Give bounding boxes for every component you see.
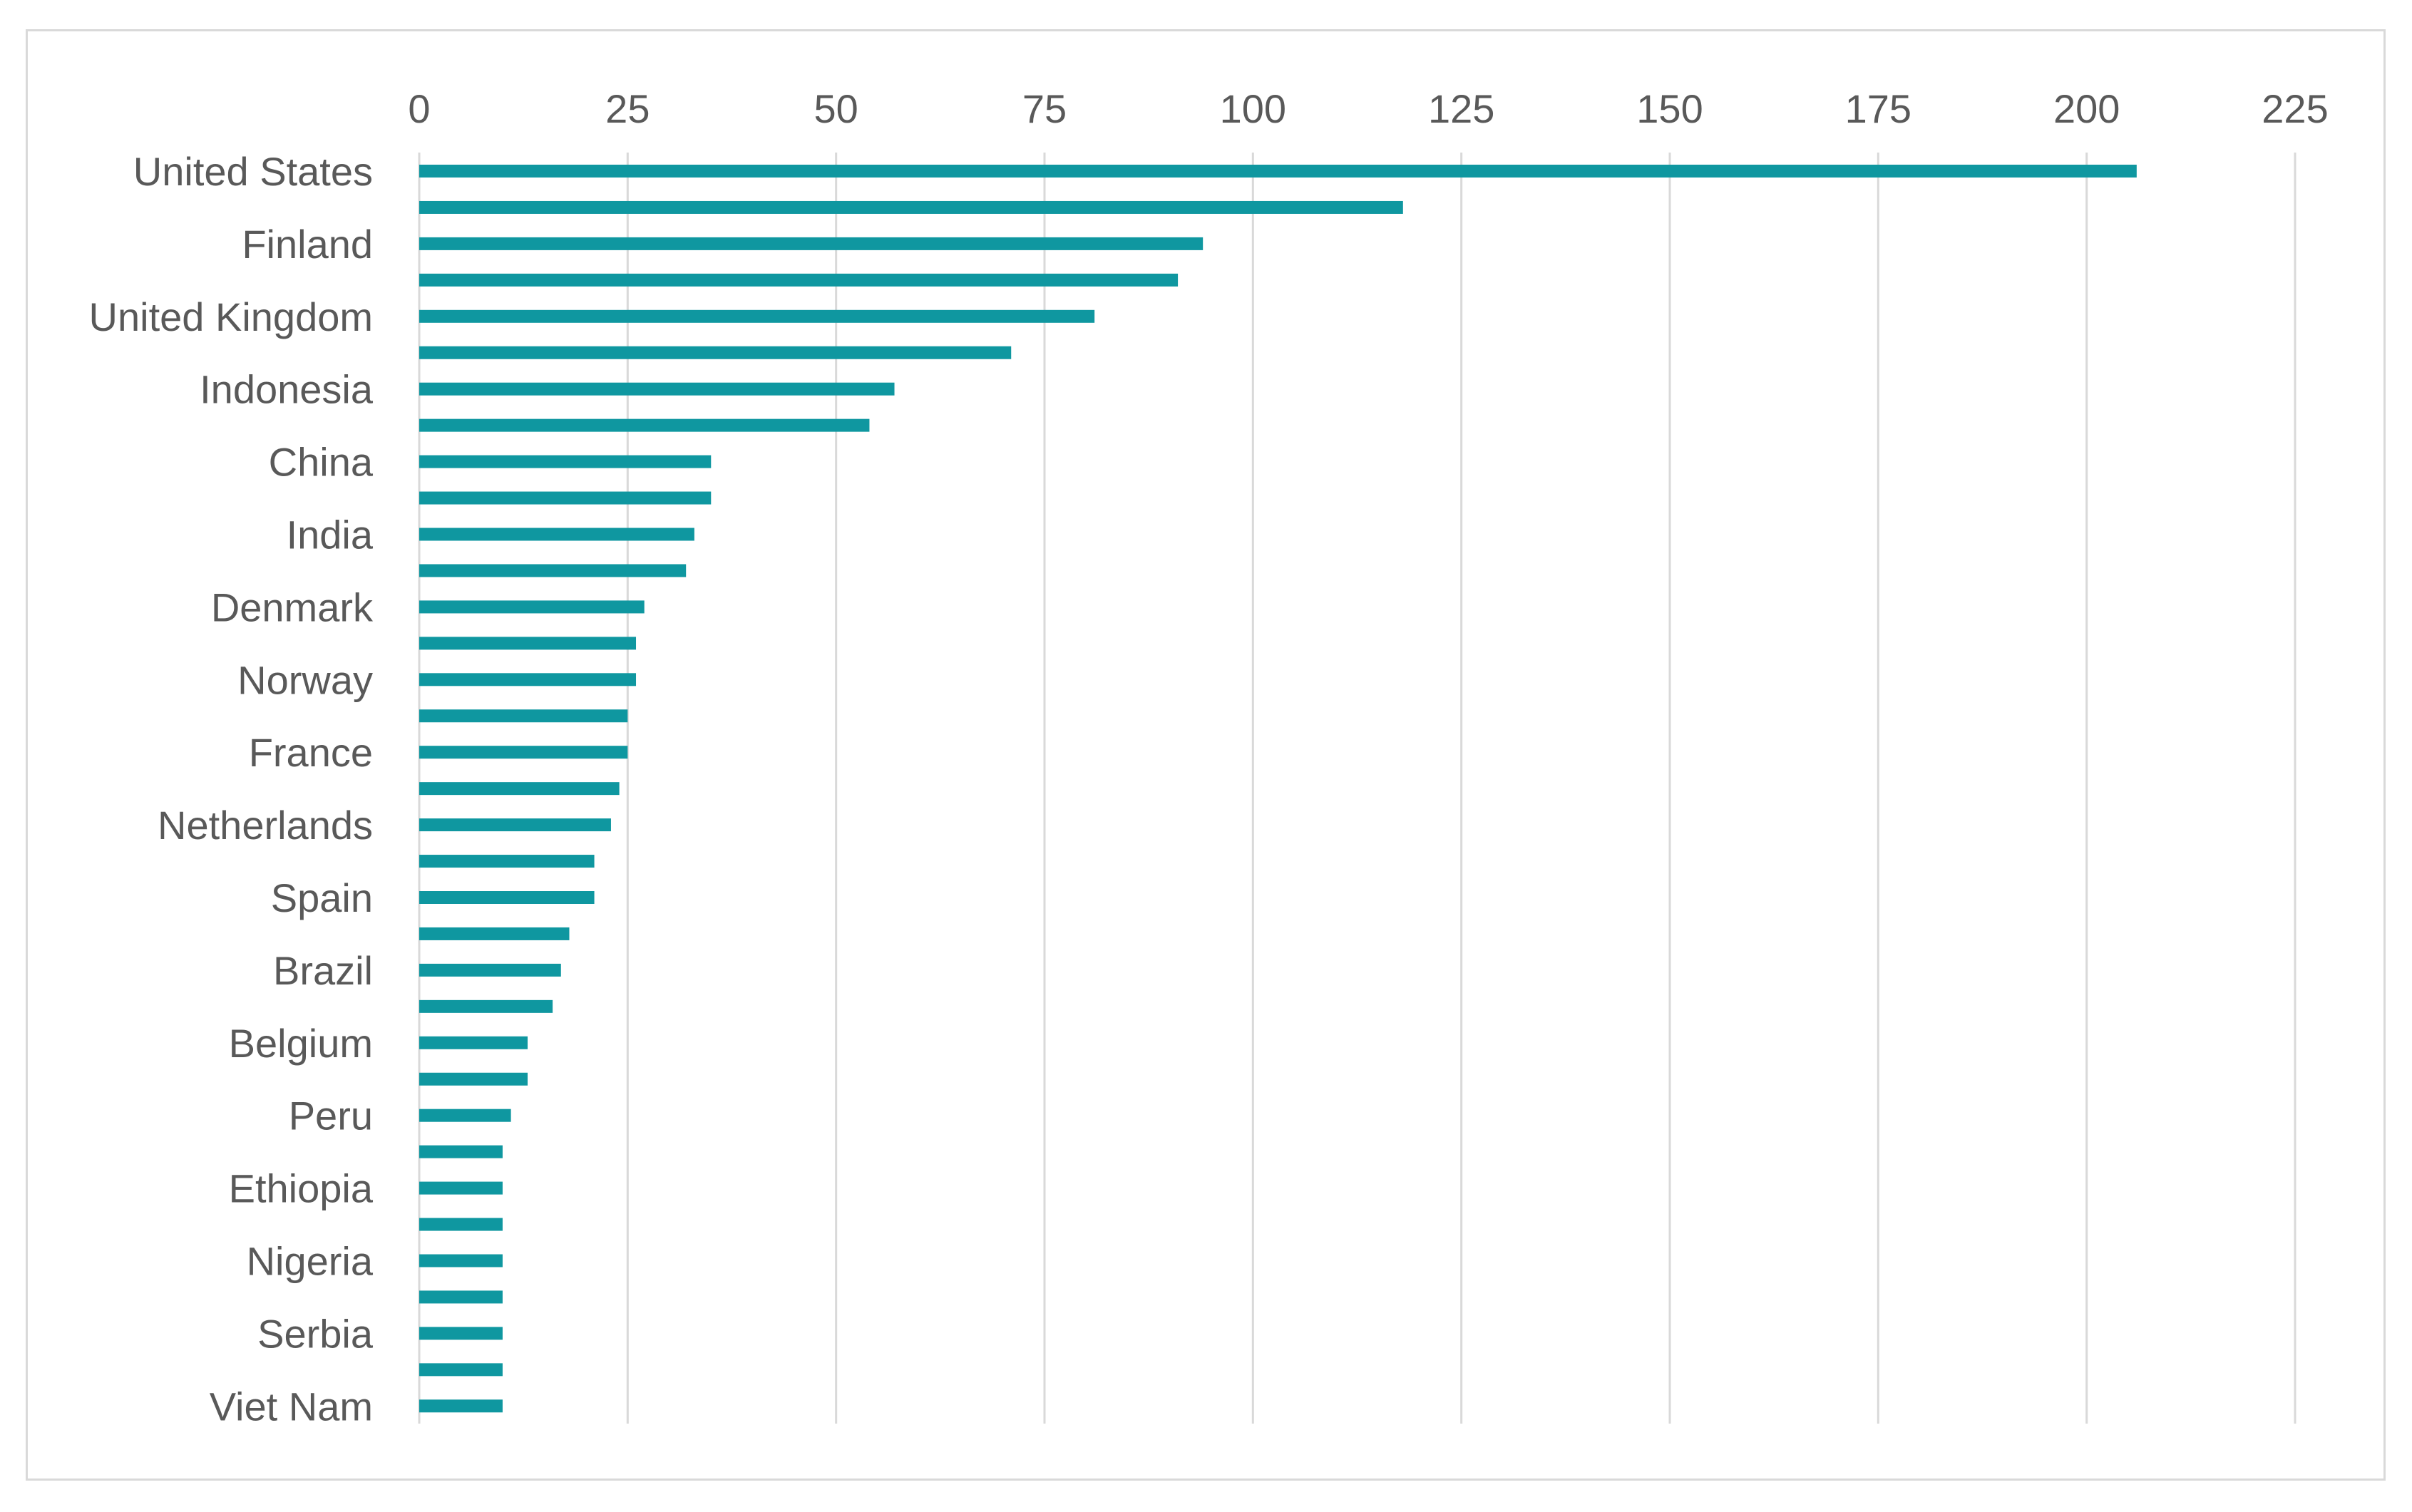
bar-34 [419, 1399, 503, 1413]
bar-27 [419, 1145, 503, 1158]
y-axis-category-labels: United States Finland United Kingdom Indone… [89, 149, 374, 1429]
gridlines [418, 153, 2296, 1424]
bar-6 [419, 382, 895, 396]
bar-32 [419, 1327, 503, 1340]
x-tick-label: 75 [1022, 86, 1067, 131]
x-axis-tick-labels: 0 25 50 75 100 125 150 175 200 225 [408, 86, 2328, 131]
bar-12 [419, 600, 645, 614]
bar-1 [419, 200, 1403, 214]
bar-19 [419, 855, 595, 868]
bar-33 [419, 1363, 503, 1377]
category-label: Belgium [229, 1021, 373, 1066]
x-tick-label: 25 [605, 86, 650, 131]
bar-15 [419, 709, 628, 723]
x-tick-label: 0 [408, 86, 430, 131]
bar-10 [419, 528, 694, 541]
category-label: China [269, 440, 374, 485]
bar-5 [419, 346, 1012, 359]
bar-3 [419, 273, 1179, 287]
bar-11 [419, 564, 687, 577]
bar-0 [419, 165, 2137, 178]
bar-chart: 0 25 50 75 100 125 150 175 200 225 United States F… [89, 86, 2329, 1429]
category-label: Indonesia [200, 367, 374, 412]
bar-4 [419, 309, 1095, 323]
category-label: United Kingdom [89, 294, 373, 339]
x-tick-label: 100 [1220, 86, 1286, 131]
bar-9 [419, 491, 712, 505]
bars [419, 165, 2137, 1413]
bar-13 [419, 637, 637, 650]
chart-frame: 0 25 50 75 100 125 150 175 200 225 United States F… [26, 29, 2386, 1481]
bar-30 [419, 1254, 503, 1267]
bar-28 [419, 1181, 503, 1195]
bar-7 [419, 418, 870, 432]
category-label: Netherlands [158, 803, 373, 848]
x-tick-label: 225 [2262, 86, 2328, 131]
category-label: Viet Nam [210, 1384, 373, 1429]
category-label: Norway [237, 657, 373, 702]
bar-2 [419, 237, 1204, 250]
bar-24 [419, 1036, 528, 1049]
category-label: Denmark [211, 585, 374, 629]
bar-25 [419, 1072, 528, 1086]
bar-26 [419, 1109, 511, 1122]
category-label: Nigeria [247, 1239, 374, 1284]
bar-31 [419, 1290, 503, 1304]
bar-29 [419, 1218, 503, 1231]
x-tick-label: 150 [1636, 86, 1703, 131]
category-label: France [249, 730, 373, 775]
bar-17 [419, 782, 620, 796]
category-label: Peru [289, 1094, 373, 1138]
x-tick-label: 125 [1428, 86, 1494, 131]
x-tick-label: 200 [2053, 86, 2120, 131]
category-label: Finland [242, 222, 373, 267]
category-label: United States [133, 149, 373, 194]
x-tick-label: 50 [814, 86, 858, 131]
bar-18 [419, 818, 611, 832]
bar-22 [419, 963, 561, 977]
bar-21 [419, 927, 570, 940]
x-tick-label: 175 [1845, 86, 1911, 131]
bar-8 [419, 455, 712, 468]
category-label: India [287, 513, 374, 557]
category-label: Serbia [257, 1311, 374, 1356]
bar-14 [419, 673, 637, 686]
bar-20 [419, 891, 595, 904]
category-label: Brazil [273, 948, 373, 993]
bar-23 [419, 999, 553, 1013]
category-label: Spain [271, 875, 373, 920]
category-label: Ethiopia [229, 1166, 374, 1211]
bar-16 [419, 746, 628, 759]
